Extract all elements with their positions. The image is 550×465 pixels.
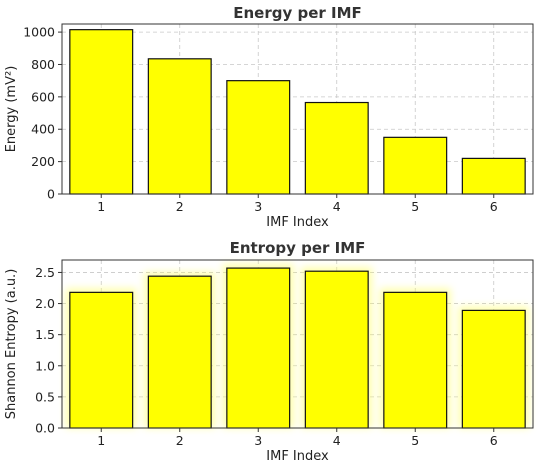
entropy-xtick-label: 5 [411,433,419,448]
energy-ytick-label: 200 [31,154,55,169]
energy-xtick-label: 1 [97,199,105,214]
entropy-y-axis-label: Shannon Entropy (a.u.) [4,269,19,420]
energy-ytick-label: 800 [31,57,55,72]
energy-plot-frame [61,23,534,195]
entropy-chart: 0.0 0.5 1.0 1.5 2.0 2.5 1 2 3 4 5 6 Entropy per IMF I… [4,239,534,464]
entropy-ytick-label: 2.0 [35,296,55,311]
energy-xtick-label: 5 [411,199,419,214]
entropy-bar-6 [461,309,526,429]
entropy-xtick-label: 2 [176,433,184,448]
energy-xtick-label: 3 [254,199,262,214]
energy-ytick-label: 1000 [23,25,55,40]
energy-y-axis-label: Energy (mV²) [4,66,19,153]
energy-chart-title: Energy per IMF [233,4,362,22]
entropy-bar-4 [304,270,369,429]
energy-xtick-label: 2 [176,199,184,214]
entropy-xtick-label: 3 [254,433,262,448]
entropy-bar-1 [69,291,134,429]
entropy-ytick-label: 0.0 [35,421,55,436]
energy-chart: 0 200 400 600 800 1000 1 2 3 4 5 6 Energy per IMF IMF… [4,4,534,230]
energy-ytick-label: 0 [47,187,55,202]
energy-bar-1 [69,29,134,195]
entropy-ytick-label: 0.5 [35,389,55,404]
entropy-ytick-label: 1.0 [35,358,55,373]
entropy-plot-frame [61,259,534,429]
energy-ytick-label: 600 [31,89,55,104]
entropy-ytick-label: 2.5 [35,265,55,280]
entropy-chart-title: Entropy per IMF [230,239,366,257]
energy-bar-6 [461,157,526,195]
energy-x-axis-label: IMF Index [266,215,329,230]
energy-bar-2 [147,58,212,195]
entropy-bar-5 [383,291,448,429]
entropy-x-axis-label: IMF Index [266,449,329,464]
entropy-xtick-label: 1 [97,433,105,448]
energy-bar-4 [304,101,369,195]
energy-xtick-label: 4 [333,199,341,214]
entropy-xtick-label: 4 [333,433,341,448]
entropy-ytick-label: 1.5 [35,327,55,342]
energy-ytick-label: 400 [31,122,55,137]
energy-xtick-label: 6 [490,199,498,214]
entropy-bar-2 [147,275,212,429]
entropy-xtick-label: 6 [490,433,498,448]
energy-bar-3 [226,80,291,195]
entropy-bar-3 [226,267,291,429]
energy-bar-5 [383,136,448,195]
